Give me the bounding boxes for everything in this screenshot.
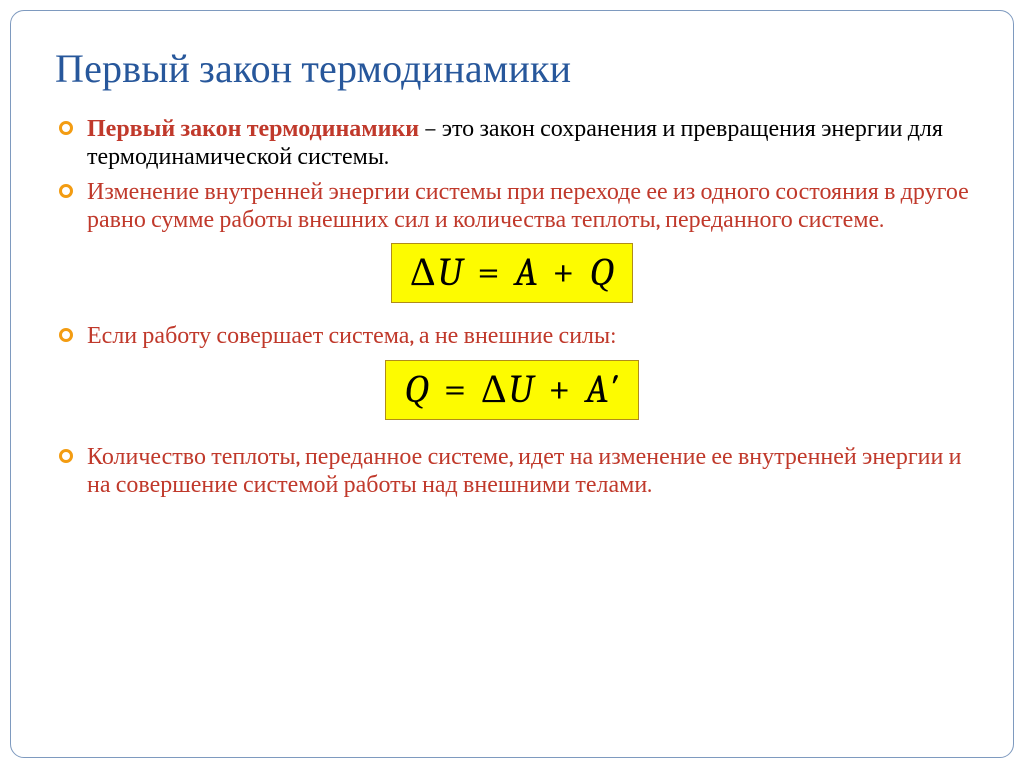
var-Q: Q [589, 249, 614, 295]
bullet-list-2: Если работу совершает система, а не внеш… [55, 321, 969, 349]
slide-frame: Первый закон термодинамики Первый закон … [10, 10, 1014, 758]
plus-op: + [552, 249, 574, 295]
formula-container-1: ΔU = A + Q [55, 243, 969, 303]
bullet-item-4: Количество теплоты, переданное системе, … [55, 442, 969, 499]
bullet-item-3: Если работу совершает система, а не внеш… [55, 321, 969, 349]
equals-op: = [477, 249, 499, 295]
formula-container-2: Q = ΔU + A′ [55, 360, 969, 420]
var-Aprime: A [585, 366, 608, 412]
var-Q2: Q [404, 366, 429, 412]
formula-1: ΔU = A + Q [391, 243, 633, 303]
bullet-item-2: Изменение внутренней энергии системы при… [55, 177, 969, 234]
plus-op-2: + [548, 366, 570, 412]
bullet-item-1: Первый закон термодинамики – это закон с… [55, 114, 969, 171]
bullet-list: Первый закон термодинамики – это закон с… [55, 114, 969, 233]
slide-title: Первый закон термодинамики [55, 45, 969, 92]
var-U2: U [509, 366, 534, 412]
delta-symbol: Δ [410, 249, 436, 295]
bullet-list-3: Количество теплоты, переданное системе, … [55, 442, 969, 499]
formula-2: Q = ΔU + A′ [385, 360, 639, 420]
var-A: A [514, 249, 537, 295]
var-U: U [438, 249, 463, 295]
bullet-text: Если работу совершает система, а не внеш… [87, 321, 616, 349]
bullet-text: Количество теплоты, переданное системе, … [87, 442, 961, 498]
term-emphasis: Первый закон термодинамики [87, 114, 419, 142]
delta-symbol-2: Δ [481, 366, 507, 412]
bullet-text: Изменение внутренней энергии системы при… [87, 177, 969, 233]
prime-symbol: ′ [610, 366, 619, 412]
equals-op-2: = [444, 366, 466, 412]
